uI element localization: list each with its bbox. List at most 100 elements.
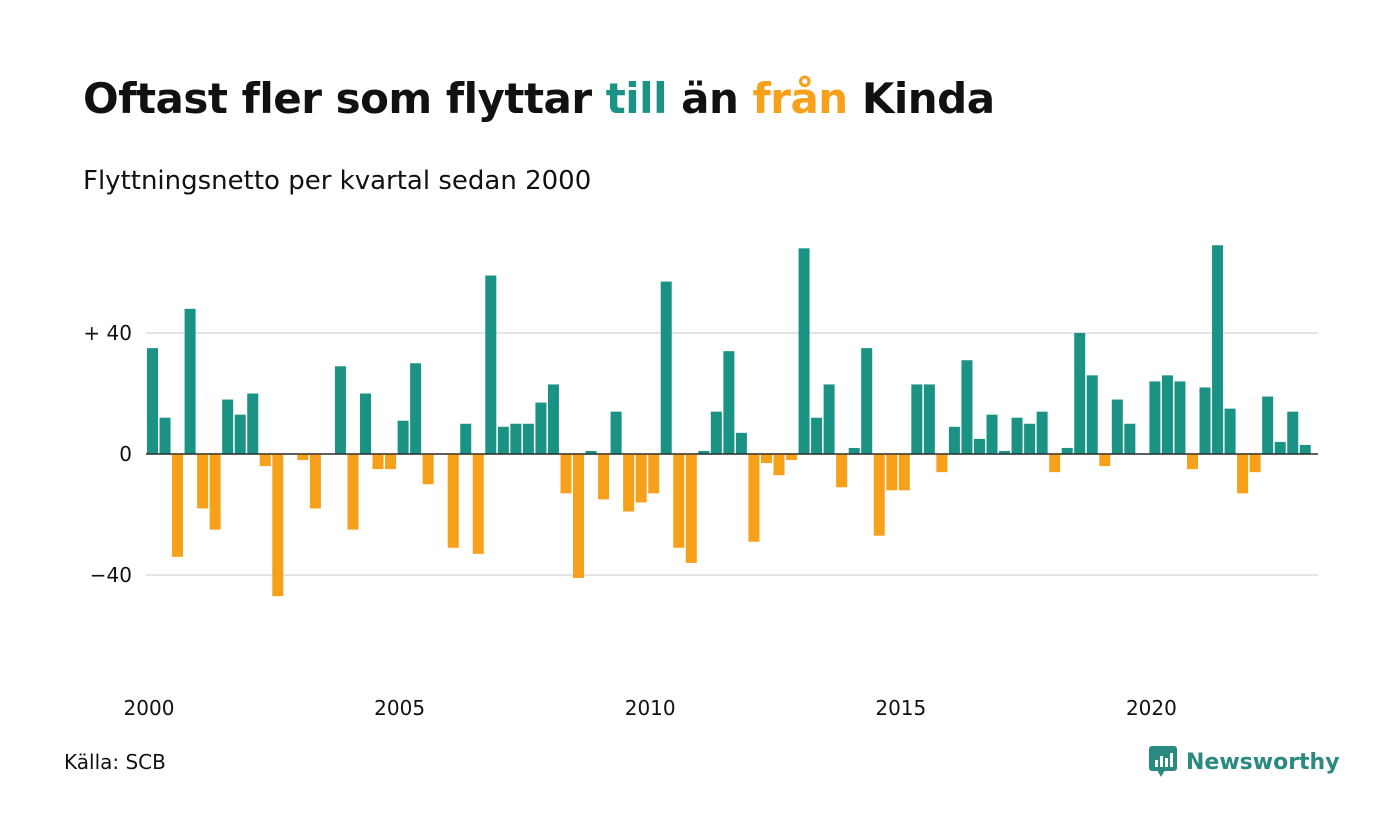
bar-2018K4 (1086, 375, 1098, 454)
bar-2021K2 (1212, 245, 1224, 454)
bar-2004K2 (360, 393, 372, 454)
bar-2002K1 (247, 393, 259, 454)
title-part-5: Kinda (847, 74, 995, 123)
newsworthy-logo: Newsworthy (1148, 745, 1340, 779)
bar-2008K4 (585, 450, 597, 454)
bar-2001K4 (234, 414, 246, 454)
bar-2012K2 (760, 454, 772, 464)
title-till: till (605, 74, 668, 123)
bar-2014K4 (886, 454, 898, 491)
bar-2022K3 (1274, 441, 1286, 454)
y-tick-label: + 40 (83, 321, 132, 345)
bar-2010K4 (685, 454, 697, 563)
chart-subtitle: Flyttningsnetto per kvartal sedan 2000 (83, 166, 592, 196)
bar-2016K3 (973, 438, 985, 454)
bar-2003K1 (297, 454, 309, 461)
bar-2009K3 (623, 454, 635, 512)
newsworthy-chart-bubble-icon (1149, 746, 1177, 777)
bar-2015K4 (936, 454, 948, 473)
bar-2021K3 (1224, 408, 1236, 454)
bar-2019K3 (1124, 423, 1136, 454)
bar-2005K3 (422, 454, 434, 485)
bar-2000K2 (159, 417, 171, 454)
bar-2020K3 (1174, 381, 1186, 454)
bar-2003K2 (309, 454, 321, 509)
y-tick-label: 0 (119, 442, 132, 466)
x-tick-label: 2005 (374, 696, 425, 720)
bar-2014K2 (861, 348, 873, 454)
bar-2017K2 (1011, 417, 1023, 454)
bar-2008K3 (573, 454, 585, 579)
chart-title: Oftast fler som flyttar till än från Kin… (83, 74, 995, 123)
bar-2004K4 (385, 454, 397, 470)
bar-2019K2 (1111, 399, 1123, 454)
bar-2018K1 (1049, 454, 1061, 473)
bar-2001K3 (222, 399, 234, 454)
bar-2015K3 (923, 384, 935, 454)
bar-2006K2 (460, 423, 472, 454)
y-tick-label: −40 (90, 563, 132, 587)
bar-2007K4 (535, 402, 547, 454)
bar-2016K2 (961, 360, 973, 454)
bar-2018K3 (1074, 333, 1086, 454)
bar-2013K3 (823, 384, 835, 454)
bar-2016K4 (986, 414, 998, 454)
bar-2020K2 (1161, 375, 1173, 454)
bar-2013K4 (836, 454, 848, 488)
bar-2000K1 (147, 348, 158, 454)
bar-2000K3 (172, 454, 184, 557)
bar-2014K3 (873, 454, 885, 536)
bar-2018K2 (1061, 447, 1073, 454)
bar-2011K4 (735, 432, 747, 454)
bar-2010K2 (660, 281, 672, 454)
bar-2023K1 (1299, 444, 1311, 454)
x-tick-label: 2010 (625, 696, 676, 720)
bar-2004K1 (347, 454, 359, 530)
bar-2022K2 (1262, 396, 1274, 454)
bar-2009K1 (598, 454, 610, 500)
bar-2001K1 (197, 454, 209, 509)
bar-2017K4 (1036, 411, 1048, 454)
bar-2006K3 (472, 454, 484, 554)
logo-text: Newsworthy (1186, 749, 1340, 775)
bar-2005K2 (410, 363, 422, 454)
bar-2012K1 (748, 454, 760, 542)
bar-2012K3 (773, 454, 785, 476)
bar-2001K2 (209, 454, 221, 530)
bar-2000K4 (184, 308, 196, 454)
bar-2014K1 (848, 447, 860, 454)
bar-2007K2 (510, 423, 522, 454)
bar-2007K3 (522, 423, 534, 454)
bar-2009K4 (635, 454, 647, 503)
bar-2021K4 (1237, 454, 1249, 494)
bar-2006K1 (447, 454, 459, 548)
bar-2020K1 (1149, 381, 1161, 454)
bar-2006K4 (485, 275, 497, 454)
bar-2013K2 (811, 417, 823, 454)
bar-2017K3 (1024, 423, 1036, 454)
bar-2015K2 (911, 384, 923, 454)
bar-2022K4 (1287, 411, 1299, 454)
bar-2002K2 (259, 454, 271, 467)
bar-2015K1 (898, 454, 910, 491)
bar-2009K2 (610, 411, 622, 454)
bar-2016K1 (948, 426, 960, 454)
title-fran: från (752, 74, 848, 123)
bar-2007K1 (497, 426, 509, 454)
bar-2012K4 (786, 454, 798, 461)
bar-2021K1 (1199, 387, 1211, 454)
bar-2019K1 (1099, 454, 1111, 467)
bar-2011K3 (723, 351, 735, 454)
bar-2008K1 (547, 384, 559, 454)
bar-2008K2 (560, 454, 572, 494)
bar-2003K4 (334, 366, 346, 454)
bar-2002K3 (272, 454, 284, 597)
bar-2017K1 (999, 450, 1011, 454)
x-tick-label: 2020 (1126, 696, 1177, 720)
title-part-3: än (666, 74, 753, 123)
bar-2013K1 (798, 248, 810, 454)
bar-2004K3 (372, 454, 384, 470)
bar-2020K4 (1186, 454, 1198, 470)
bar-2022K1 (1249, 454, 1261, 473)
bar-2005K1 (397, 420, 409, 454)
